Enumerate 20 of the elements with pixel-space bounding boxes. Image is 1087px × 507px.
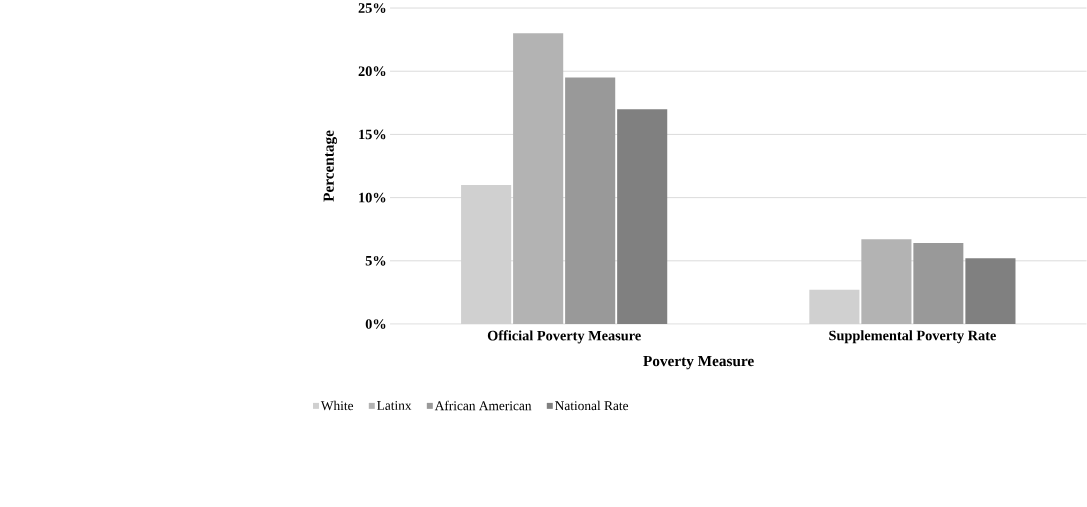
y-tick-label: 5% <box>365 255 386 266</box>
x-tick-label: Supplemental Poverty Rate <box>829 330 996 344</box>
legend-label: White <box>320 400 354 411</box>
bar <box>617 109 668 324</box>
legend-label: African American <box>434 400 532 411</box>
y-tick-label: 25% <box>358 3 386 13</box>
legend-label: Latinx <box>377 400 412 410</box>
x-axis-title: Poverty Measure <box>643 355 754 370</box>
bar <box>513 33 564 324</box>
bar <box>861 239 912 324</box>
bar <box>565 77 616 324</box>
y-tick-label: 15% <box>359 129 386 140</box>
y-axis-title: Percentage <box>323 130 338 202</box>
y-tick-label: 20% <box>358 66 386 76</box>
legend-label: National Rate <box>555 400 629 411</box>
bar <box>965 258 1016 324</box>
y-tick-label: 0% <box>365 319 386 329</box>
bar <box>913 242 964 324</box>
y-tick-label: 10% <box>359 192 386 203</box>
x-tick-label: Official Poverty Measure <box>487 330 641 344</box>
